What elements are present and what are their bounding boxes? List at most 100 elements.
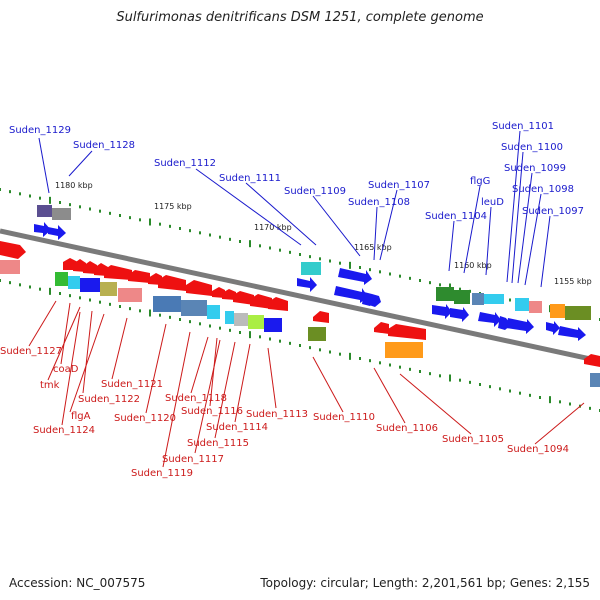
scale-tick [589,406,591,410]
gene-suden-1129-arrow [34,222,51,237]
scale-tick [549,396,551,404]
scale-tick [319,257,321,261]
scale-tick [69,294,71,298]
gene-rev-a [73,259,86,272]
gene-suden-1113-b [264,318,282,332]
scale-tick [339,261,341,265]
scale-tick [439,374,441,378]
scale-tick [459,287,461,291]
gene-label: Suden_1099 [504,163,566,174]
scale-label-1175: 1175 kbp [154,202,192,211]
gene-suden-1118-arrow [186,280,212,296]
scale-tick [309,346,311,350]
scale-tick [519,391,521,395]
scale-tick [319,348,321,352]
scale-tick [0,188,1,191]
scale-tick [219,326,221,330]
gene-label: Suden_1110 [313,412,375,423]
gene-suden-1112-arrow [297,277,317,292]
gene-label: Suden_1118 [165,393,227,404]
gene-suden-1127 [55,272,68,286]
scale-tick [39,287,41,291]
scale-tick [279,248,281,252]
gene-label: Suden_1119 [131,468,193,479]
gene-suden-1128 [52,208,71,220]
scale-label-1160: 1160 kbp [454,261,492,270]
scale-tick [239,240,241,243]
scale-label-1155: 1155 kbp [554,277,592,286]
gene-suden-1122 [100,282,117,296]
scale-tick [149,309,151,317]
gene-suden-1104-arrow [432,304,452,319]
scale-tick [279,339,281,343]
gene-label: Suden_1112 [154,158,216,169]
scale-tick [369,359,371,363]
gene-label: Suden_1120 [114,413,176,424]
scale-tick [189,320,191,324]
scale-tick [269,337,271,341]
gene-suden-1100 [529,301,542,313]
scale-tick [419,279,421,282]
scale-tick [79,205,81,209]
scale-tick [399,274,401,278]
gene-label: flgG [470,176,490,187]
scale-tick [509,298,511,302]
scale-tick [0,279,1,282]
genome-backbone [0,228,600,364]
scale-tick [49,287,51,295]
scale-tick [509,389,511,393]
gene-label: Suden_1100 [501,142,563,153]
scale-tick [379,361,381,365]
gene-label: Suden_1104 [425,211,487,222]
gene-suden-1094-arrow [584,354,600,367]
scale-tick [309,255,311,259]
gene-suden-1105 [385,342,423,358]
scale-tick [389,272,391,276]
gene-rev-h [233,291,254,305]
scale-tick [19,283,21,287]
gene-label: tmk [40,380,60,391]
gene-rev-b [83,261,97,274]
scale-tick [289,341,291,345]
gene-suden-1104 [436,287,454,301]
gene-suden-1101 [515,298,529,311]
scale-tick [469,380,471,384]
gene-label: coaD [53,364,79,375]
scale-tick [409,367,411,371]
scale-tick [409,276,411,280]
scale-tick [249,240,251,248]
scale-tick [89,207,91,211]
scale-tick [39,196,41,200]
forward-genes [34,205,600,387]
gene-label: Suden_1122 [78,394,140,405]
scale-tick [349,352,351,360]
scale-tick [49,196,51,204]
gene-leud-b [484,294,504,304]
gene-label: flgA [71,411,91,422]
scale-tick [249,331,251,339]
scale-tick [429,372,431,376]
gene-flga [118,288,142,302]
gene-label: Suden_1121 [101,379,163,390]
scale-tick [179,227,181,230]
scale-tick [569,402,571,406]
scale-tick [239,331,241,334]
scale-tick [19,192,21,196]
gene-suden-1097-arrow [546,321,560,335]
scale-tick [339,352,341,356]
gene-suden-1109-arrow [338,268,372,285]
gene-suden-1107b-arrow [369,294,381,307]
scale-tick [129,307,131,311]
gene-suden-1113 [248,315,264,329]
gene-suden-1110 [308,327,326,341]
scale-tick [379,270,381,274]
inner-tick-track [0,279,600,412]
scale-tick [69,203,71,207]
scale-tick [439,283,441,287]
gene-flgg-arrow [450,307,469,322]
accession-text: Accession: NC_007575 [9,576,146,590]
scale-tick [199,231,201,235]
scale-tick [159,222,161,226]
gene-suden-1119 [153,296,181,312]
scale-label-1180: 1180 kbp [55,181,93,190]
